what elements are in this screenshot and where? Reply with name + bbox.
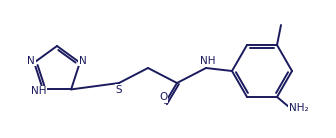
Text: S: S <box>116 85 122 95</box>
Text: NH: NH <box>200 56 216 66</box>
Text: NH: NH <box>31 86 47 96</box>
Text: N: N <box>79 56 87 66</box>
Text: NH₂: NH₂ <box>289 103 309 113</box>
Text: N: N <box>27 56 35 66</box>
Text: O: O <box>159 92 167 102</box>
